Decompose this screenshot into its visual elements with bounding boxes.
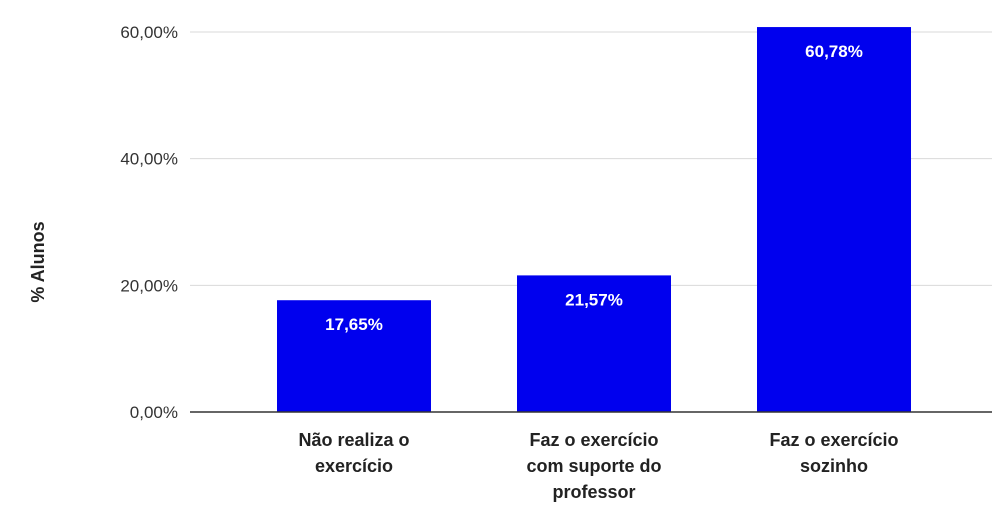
bar — [277, 300, 431, 412]
x-tick-label-line: com suporte do — [526, 456, 661, 476]
x-tick-label: Faz o exercício com suporte do professor — [526, 430, 661, 502]
y-axis-label: % Alunos — [28, 221, 48, 302]
x-tick-label-line: Não realiza o — [298, 430, 409, 450]
x-tick-label-line: sozinho — [800, 456, 868, 476]
x-tick-label-line: exercício — [315, 456, 393, 476]
bars — [277, 27, 911, 413]
y-tick-label: 0,00% — [130, 403, 178, 422]
x-tick-label: Não realiza o exercício — [298, 430, 409, 476]
x-tick-label-line: professor — [552, 482, 635, 502]
y-tick-label: 40,00% — [120, 150, 178, 169]
bar — [517, 275, 671, 412]
category-labels: Não realiza o exercício Faz o exercício com… — [298, 430, 898, 502]
data-label: 17,65% — [325, 315, 383, 334]
bar — [757, 27, 911, 413]
x-tick-label-line: Faz o exercício — [529, 430, 658, 450]
data-label: 21,57% — [565, 290, 623, 309]
y-tick-label: 20,00% — [120, 276, 178, 295]
data-labels: 17,65% 21,57% 60,78% — [325, 42, 863, 334]
y-tick-label: 60,00% — [120, 23, 178, 42]
x-tick-label: Faz o exercício sozinho — [769, 430, 898, 476]
y-axis-ticks: 0,00% 20,00% 40,00% 60,00% — [120, 23, 178, 422]
data-label: 60,78% — [805, 42, 863, 61]
x-tick-label-line: Faz o exercício — [769, 430, 898, 450]
